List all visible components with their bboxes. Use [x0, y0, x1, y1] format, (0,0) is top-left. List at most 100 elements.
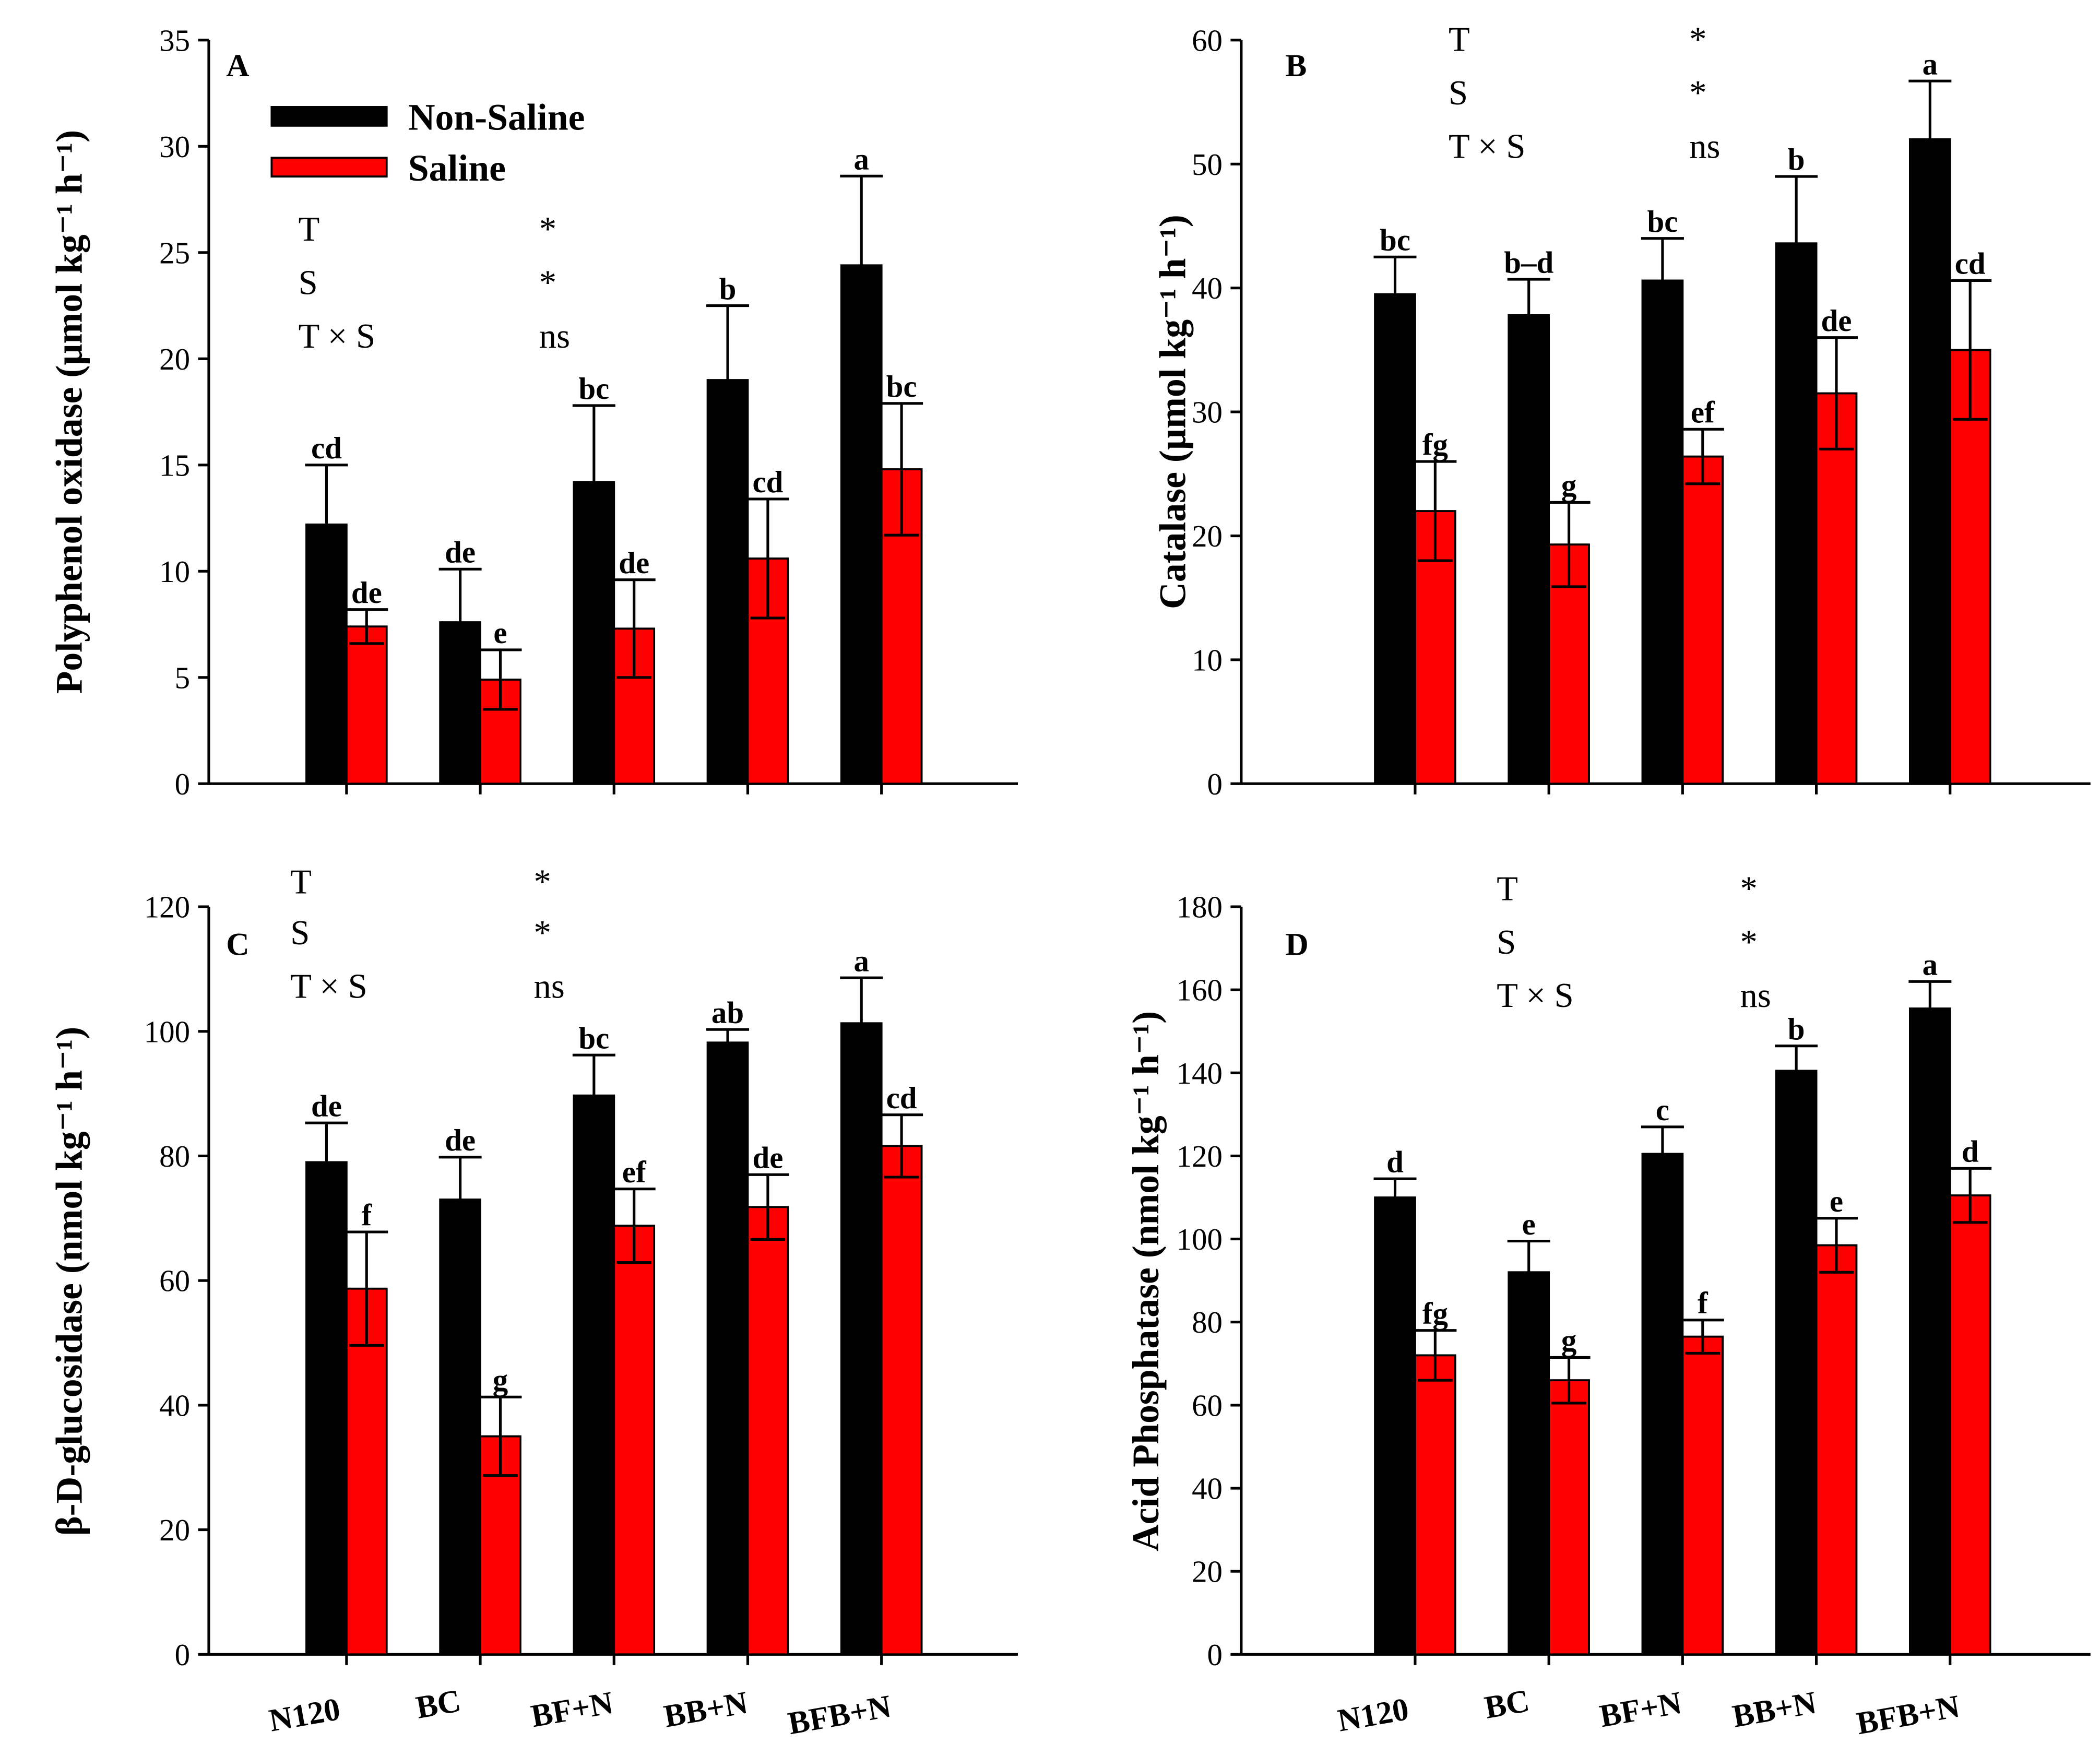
significance-letter: b [719, 271, 737, 306]
stats-value: * [1689, 74, 1706, 112]
significance-letter: bc [578, 1021, 609, 1055]
y-tick-label: 60 [1192, 23, 1223, 57]
stats-value: * [1740, 870, 1758, 908]
bar-saline [345, 625, 388, 785]
significance-letter: d [1386, 1144, 1404, 1179]
bar-saline [345, 1287, 388, 1656]
x-tick-label: BFB+N [1854, 1689, 1963, 1742]
y-axis-label: Acid Phosphatase (nmol kg⁻¹ h⁻¹) [1125, 1011, 1167, 1551]
y-tick-label: 25 [159, 235, 190, 270]
significance-letter: c [1656, 1093, 1669, 1127]
significance-letter: cd [1955, 246, 1986, 281]
significance-letter: e [1522, 1207, 1536, 1241]
x-tick-label: BC [1482, 1683, 1532, 1726]
panel-D: 0 20 40 60 80 100 120 140 160 180 N120 BC BF+N BB+N BF… [1125, 870, 2091, 1741]
bar-non-saline [573, 1094, 615, 1656]
y-tick-label: 40 [159, 1388, 190, 1422]
y-tick-label: 5 [175, 660, 190, 695]
stats-value: * [539, 264, 556, 302]
bar-non-saline [706, 379, 749, 785]
stats-label: T [299, 210, 320, 248]
significance-letter: b [1788, 142, 1805, 176]
bar-non-saline [1641, 1153, 1684, 1656]
bar-non-saline [840, 1022, 883, 1656]
significance-letter: a [854, 943, 869, 978]
bar-non-saline [1908, 1007, 1951, 1656]
y-tick-label: 40 [1192, 1472, 1223, 1506]
bar-non-saline [573, 481, 615, 785]
significance-letter: cd [311, 431, 342, 465]
bar-saline [1414, 1354, 1456, 1656]
bar-saline [1681, 1335, 1724, 1656]
bar-non-saline [1775, 242, 1818, 785]
stats-value: ns [1740, 977, 1771, 1015]
y-tick-label: 20 [159, 342, 190, 376]
panel-letter: D [1285, 927, 1308, 962]
bar-non-saline [1508, 314, 1550, 785]
significance-letter: de [752, 1140, 783, 1174]
bar-non-saline [305, 1161, 348, 1656]
y-tick-label: 30 [1192, 395, 1223, 430]
y-tick-label: 0 [1207, 767, 1223, 801]
y-tick-label: 60 [1192, 1388, 1223, 1422]
significance-letter: d [1962, 1134, 1979, 1169]
y-tick-label: 100 [1177, 1222, 1223, 1256]
bar-saline [1949, 349, 1991, 785]
significance-letter: f [361, 1197, 372, 1232]
panel-B: 0 10 20 30 40 50 60 Catalase (µmol kg⁻¹ h⁻¹) B T *… [1152, 20, 2091, 801]
y-tick-label: 20 [159, 1513, 190, 1547]
stats-label: S [1449, 74, 1468, 112]
legend-label: Non-Saline [408, 97, 585, 138]
y-tick-label: 20 [1192, 519, 1223, 553]
x-tick-label: BFB+N [785, 1689, 894, 1742]
y-tick-label: 50 [1192, 147, 1223, 182]
significance-letter: de [351, 575, 382, 610]
stats-label: T × S [1497, 977, 1573, 1015]
bar-non-saline [840, 264, 883, 785]
significance-letter: f [1698, 1286, 1709, 1320]
significance-letter: b–d [1504, 245, 1553, 279]
y-tick-label: 60 [159, 1264, 190, 1298]
significance-letter: bc [1380, 223, 1410, 257]
y-tick-label: 180 [1177, 890, 1223, 924]
stats-label: T × S [299, 317, 375, 355]
significance-letter: b [1788, 1012, 1805, 1046]
x-tick-label: BF+N [528, 1685, 615, 1734]
x-tick-label: BB+N [661, 1685, 751, 1735]
significance-letter: ef [1691, 395, 1715, 430]
bar-saline [1949, 1194, 1991, 1656]
bar-saline [880, 1145, 923, 1656]
stats-label: T × S [1449, 127, 1525, 165]
legend-swatch [270, 106, 388, 127]
stats-value: * [534, 914, 551, 952]
significance-letter: e [1830, 1184, 1843, 1218]
panel-letter: B [1285, 48, 1307, 84]
y-tick-label: 0 [175, 1638, 190, 1672]
bar-non-saline [1374, 1196, 1416, 1656]
stats-label: T [1497, 870, 1518, 908]
legend: Non-Saline Saline [270, 97, 585, 189]
stats-value: * [539, 210, 556, 248]
stats-label: S [1497, 923, 1516, 962]
y-tick-label: 100 [144, 1014, 190, 1049]
y-axis-label: Catalase (µmol kg⁻¹ h⁻¹) [1152, 215, 1193, 609]
y-tick-label: 140 [1177, 1056, 1223, 1090]
stats-value: * [534, 863, 551, 901]
bar-non-saline [305, 523, 348, 785]
stats-value: ns [1689, 127, 1720, 165]
stats-value: * [1689, 20, 1706, 58]
x-tick-label: BF+N [1597, 1685, 1684, 1734]
bar-non-saline [706, 1041, 749, 1656]
y-tick-label: 35 [159, 23, 190, 57]
bar-non-saline [1908, 138, 1951, 785]
panel-letter: A [226, 48, 249, 84]
significance-letter: a [854, 142, 869, 176]
significance-letter: e [493, 615, 507, 650]
y-axis-label: Polyphenol oxidase (µmol kg⁻¹ h⁻¹) [49, 130, 90, 694]
stats-label: T × S [290, 967, 367, 1005]
significance-letter: ab [711, 995, 744, 1029]
stats-label: T [1449, 20, 1470, 58]
y-tick-label: 160 [1177, 973, 1223, 1007]
significance-letter: g [1561, 468, 1576, 503]
significance-letter: de [445, 1123, 476, 1157]
